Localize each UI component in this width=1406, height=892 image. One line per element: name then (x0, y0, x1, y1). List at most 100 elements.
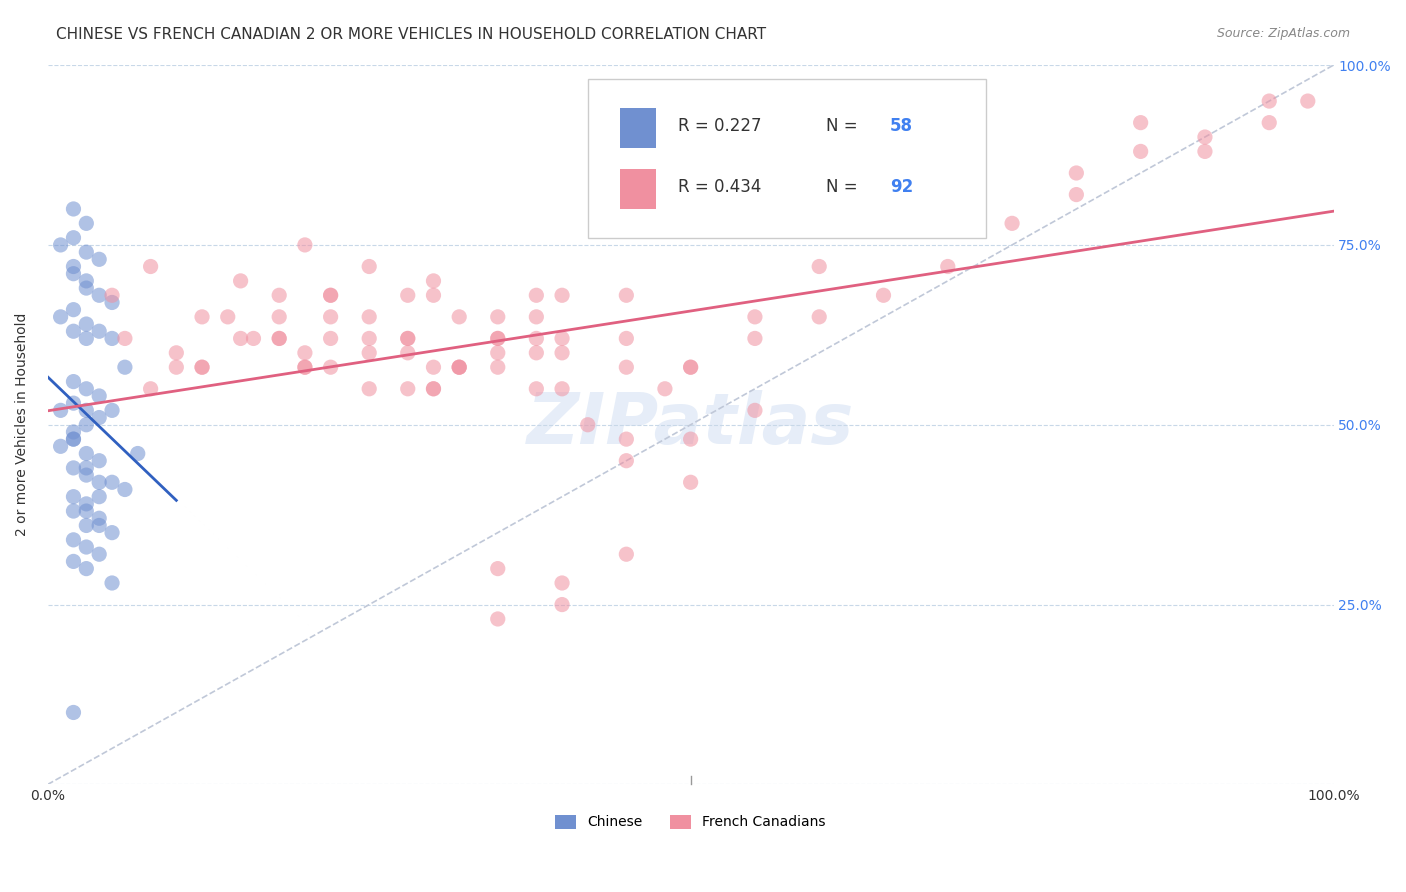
Point (75, 331, 97, 345)
Point (62, 425, 84, 439)
Point (524, 288, 547, 302)
Point (89, 252, 111, 267)
Text: N =: N = (825, 178, 858, 196)
Point (75, 540, 97, 554)
Point (89, 475, 111, 490)
Point (269, 288, 291, 302)
Point (449, 360, 471, 375)
Point (422, 360, 444, 375)
Point (359, 310, 381, 324)
Point (269, 331, 291, 345)
Point (359, 382, 381, 396)
Point (101, 331, 124, 345)
Point (551, 576, 574, 591)
Point (1258, 94, 1281, 108)
Point (486, 561, 509, 575)
Point (75, 274, 97, 288)
Point (679, 432, 702, 446)
Point (101, 295, 124, 310)
Text: R = 0.434: R = 0.434 (678, 178, 761, 196)
Point (62, 302, 84, 317)
Point (1129, 145, 1152, 159)
Point (89, 410, 111, 425)
Point (396, 331, 419, 345)
Point (319, 310, 342, 324)
Point (75, 382, 97, 396)
Legend: Chinese, French Canadians: Chinese, French Canadians (550, 809, 831, 835)
Point (319, 288, 342, 302)
Point (89, 511, 111, 525)
Point (49, 238, 72, 252)
Point (1066, 187, 1088, 202)
Point (101, 525, 124, 540)
Point (936, 260, 959, 274)
Point (49, 439, 72, 453)
Point (422, 288, 444, 302)
Point (422, 274, 444, 288)
Point (49, 403, 72, 417)
Point (62, 202, 84, 216)
Point (614, 331, 637, 345)
Point (139, 382, 162, 396)
Point (359, 331, 381, 345)
FancyBboxPatch shape (588, 79, 987, 238)
Point (396, 382, 419, 396)
Point (1001, 216, 1024, 230)
Point (62, 432, 84, 446)
Point (75, 245, 97, 260)
Point (101, 475, 124, 490)
Point (242, 331, 264, 345)
Point (614, 432, 637, 446)
Point (101, 403, 124, 417)
Point (75, 497, 97, 511)
FancyBboxPatch shape (620, 108, 657, 148)
Point (101, 288, 124, 302)
Point (101, 576, 124, 591)
Point (114, 483, 136, 497)
Point (89, 389, 111, 403)
Point (89, 324, 111, 338)
Point (217, 310, 239, 324)
Point (679, 360, 702, 375)
Point (486, 310, 509, 324)
Point (396, 331, 419, 345)
Point (114, 360, 136, 375)
Point (75, 561, 97, 575)
Point (75, 417, 97, 432)
Text: ZIPatlas: ZIPatlas (527, 390, 855, 459)
Point (139, 260, 162, 274)
Point (744, 403, 766, 417)
Point (1129, 115, 1152, 129)
Point (75, 504, 97, 518)
Point (551, 346, 574, 360)
Point (744, 331, 766, 345)
Point (551, 288, 574, 302)
Point (75, 468, 97, 483)
Point (551, 598, 574, 612)
Point (75, 403, 97, 417)
Point (396, 346, 419, 360)
Text: R = 0.227: R = 0.227 (678, 117, 761, 136)
Point (62, 260, 84, 274)
Point (679, 475, 702, 490)
Point (808, 260, 831, 274)
Point (1066, 166, 1088, 180)
Point (422, 382, 444, 396)
Point (614, 547, 637, 561)
Point (165, 360, 187, 375)
Point (89, 490, 111, 504)
Point (614, 288, 637, 302)
Text: Source: ZipAtlas.com: Source: ZipAtlas.com (1216, 27, 1350, 40)
Point (75, 216, 97, 230)
Point (62, 375, 84, 389)
Point (808, 310, 831, 324)
Point (614, 360, 637, 375)
Point (1194, 145, 1216, 159)
Point (524, 346, 547, 360)
Point (191, 310, 214, 324)
Text: N =: N = (825, 117, 858, 136)
Text: 92: 92 (890, 178, 912, 196)
Point (294, 360, 316, 375)
Point (165, 346, 187, 360)
Point (191, 360, 214, 375)
